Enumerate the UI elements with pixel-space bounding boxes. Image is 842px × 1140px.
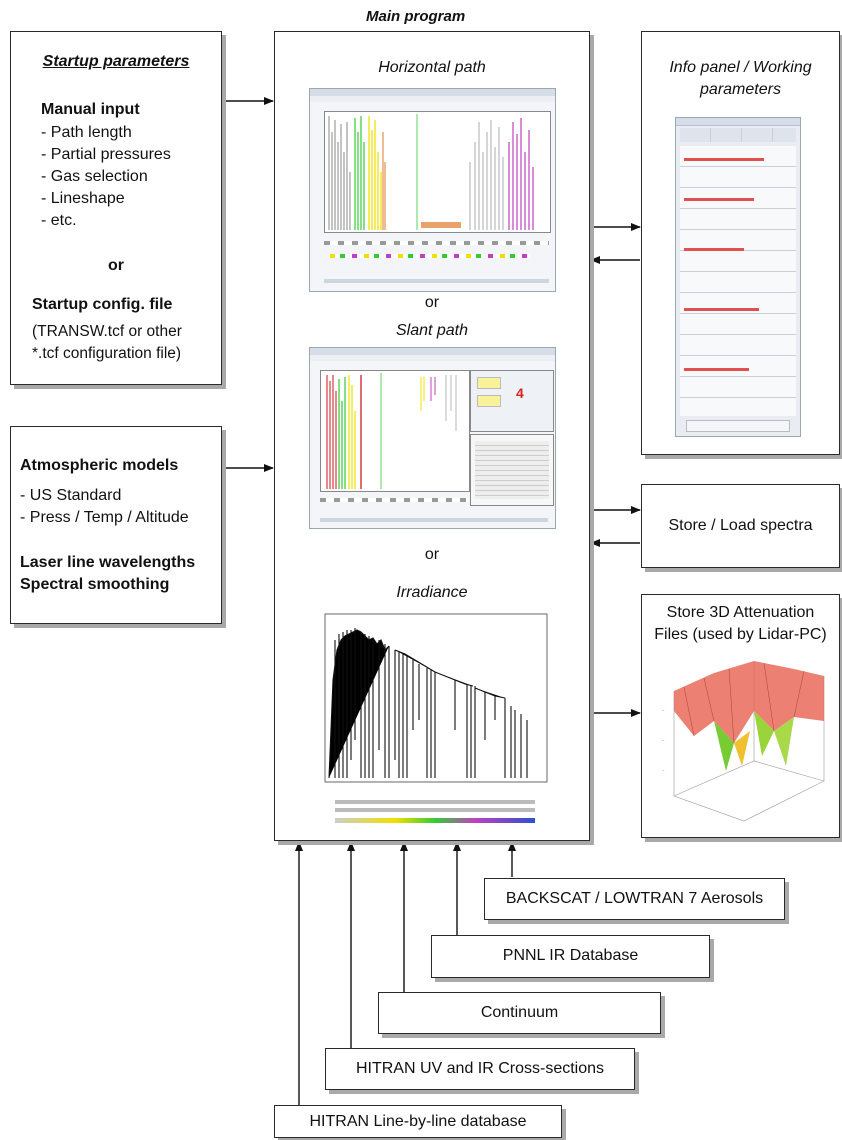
manual-input-heading: Manual input [41,101,140,118]
store-load-spectra-box: Store / Load spectra [641,484,840,568]
store-3d-line1: Store 3D Attenuation [666,604,815,621]
config-file-heading: Startup config. file [32,296,173,313]
config-file-line2: *.tcf configuration file) [32,345,182,362]
startup-or: or [108,257,124,274]
list-item: - Gas selection [41,168,148,185]
list-item: - Path length [41,124,132,141]
svg-text:–: – [662,767,665,772]
hitran-uv-ir-box: HITRAN UV and IR Cross-sections [325,1048,635,1090]
pnnl-database-box: PNNL IR Database [431,935,710,978]
atmospheric-models-box: Atmospheric models - US Standard - Press… [10,426,222,624]
atmos-list: - US Standard - Press / Temp / Altitude [20,485,189,529]
spectral-smoothing-label: Spectral smoothing [20,576,170,593]
manual-input-list: - Path length - Partial pressures - Gas … [41,122,171,232]
info-panel-box: Info panel / Working parameters [641,31,840,455]
store-3d-attenuation-box: Store 3D Attenuation Files (used by Lida… [641,594,840,838]
config-file-line1: (TRANSW.tcf or other [32,323,182,340]
or-separator-2: or [424,546,440,563]
slant-spectrum-plot [320,370,470,492]
backscat-lowtran-box: BACKSCAT / LOWTRAN 7 Aerosols [484,878,785,920]
hitran-uv-label: HITRAN UV and IR Cross-sections [355,1060,605,1077]
svg-text:–: – [662,737,665,742]
list-item: - US Standard [20,487,122,504]
atmos-title: Atmospheric models [20,457,179,474]
info-panel-screenshot [675,117,801,437]
startup-title: Startup parameters [42,53,190,70]
list-item: - Lineshape [41,190,125,207]
info-panel-title-line2: parameters [700,81,781,98]
slant-path-title: Slant path [395,322,469,339]
attenuation-surface-plot: – – – [662,661,825,822]
continuum-box: Continuum [378,992,661,1034]
backscat-label: BACKSCAT / LOWTRAN 7 Aerosols [505,890,764,907]
info-panel-title-line1: Info panel / Working [669,59,812,76]
hitran-line-by-line-box: HITRAN Line-by-line database [274,1105,562,1138]
list-item: - Partial pressures [41,146,171,163]
horizontal-path-screenshot [309,88,556,292]
store-3d-line2: Files (used by Lidar-PC) [654,626,827,643]
irradiance-title: Irradiance [396,584,468,601]
or-separator-1: or [424,294,440,311]
main-program-header: Main program [366,8,466,25]
pnnl-label: PNNL IR Database [502,947,639,964]
horizontal-path-title: Horizontal path [378,59,486,76]
irradiance-plot [315,610,555,830]
laser-lines-label: Laser line wavelengths [20,554,196,571]
startup-parameters-box: Startup parameters Manual input - Path l… [10,31,222,385]
main-program-box: Horizontal path [274,31,590,841]
store-load-label: Store / Load spectra [668,517,813,534]
list-item: - etc. [41,212,77,229]
horizontal-spectrum-plot [324,111,551,233]
slant-path-screenshot: 4 [309,347,556,529]
continuum-label: Continuum [480,1004,559,1021]
hitran-lbl-label: HITRAN Line-by-line database [309,1113,527,1130]
svg-text:–: – [662,707,665,712]
list-item: - Press / Temp / Altitude [20,509,189,526]
